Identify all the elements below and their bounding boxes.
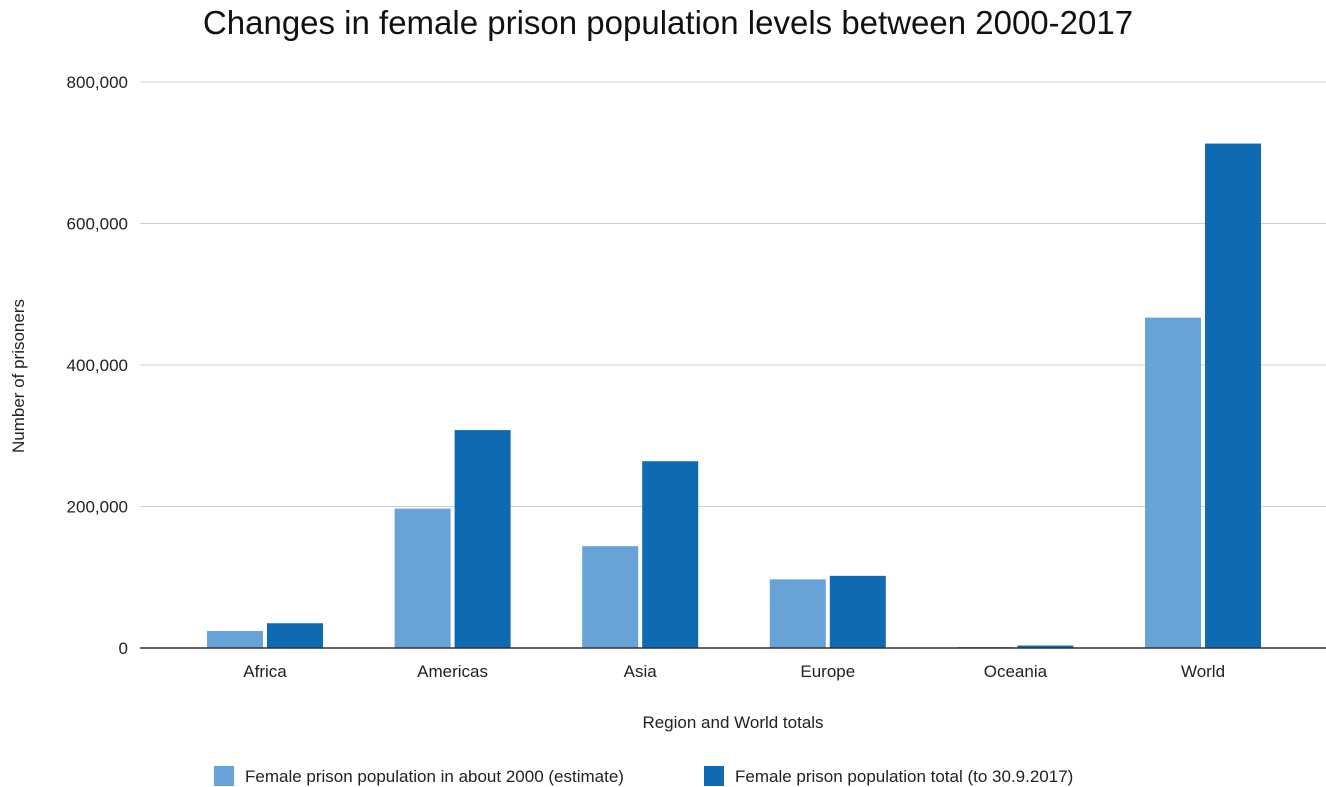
x-tick-label: Oceania <box>984 662 1048 681</box>
legend-label: Female prison population total (to 30.9.… <box>735 767 1073 786</box>
bar-asia-series-1 <box>582 546 639 648</box>
legend: Female prison population in about 2000 (… <box>214 766 1073 786</box>
bar-americas-series-1 <box>394 508 451 648</box>
legend-label: Female prison population in about 2000 (… <box>245 767 624 786</box>
x-tick-label: Africa <box>243 662 287 681</box>
y-axis-title: Number of prisoners <box>9 299 28 453</box>
y-axis-ticks: 0 200,000 400,000 600,000 800,000 <box>67 73 128 658</box>
y-tick-label: 800,000 <box>67 73 128 92</box>
bar-europe-series-2 <box>829 575 886 648</box>
bar-world-series-1 <box>1145 317 1201 648</box>
x-tick-label: Asia <box>624 662 658 681</box>
bar-europe-series-1 <box>769 579 826 648</box>
bar-asia-series-2 <box>642 461 699 648</box>
x-tick-label: World <box>1181 662 1225 681</box>
bar-world-series-2 <box>1205 143 1261 649</box>
x-axis-ticks: Africa Americas Asia Europe Oceania World <box>243 662 1225 681</box>
bar-africa-series-1 <box>207 631 263 648</box>
bar-oceania-series-2 <box>1017 645 1074 648</box>
x-tick-label: Americas <box>417 662 488 681</box>
gridlines <box>140 81 1326 507</box>
y-tick-label: 200,000 <box>67 498 128 517</box>
legend-swatch <box>214 766 234 786</box>
y-tick-label: 400,000 <box>67 356 128 375</box>
bars <box>207 143 1261 649</box>
bar-africa-series-2 <box>267 623 323 648</box>
chart-title: Changes in female prison population leve… <box>203 4 1133 41</box>
bar-americas-series-2 <box>454 430 511 648</box>
y-tick-label: 600,000 <box>67 215 128 234</box>
legend-swatch <box>704 766 724 786</box>
x-axis-title: Region and World totals <box>642 713 823 732</box>
y-tick-label: 0 <box>119 639 128 658</box>
x-tick-label: Europe <box>800 662 855 681</box>
